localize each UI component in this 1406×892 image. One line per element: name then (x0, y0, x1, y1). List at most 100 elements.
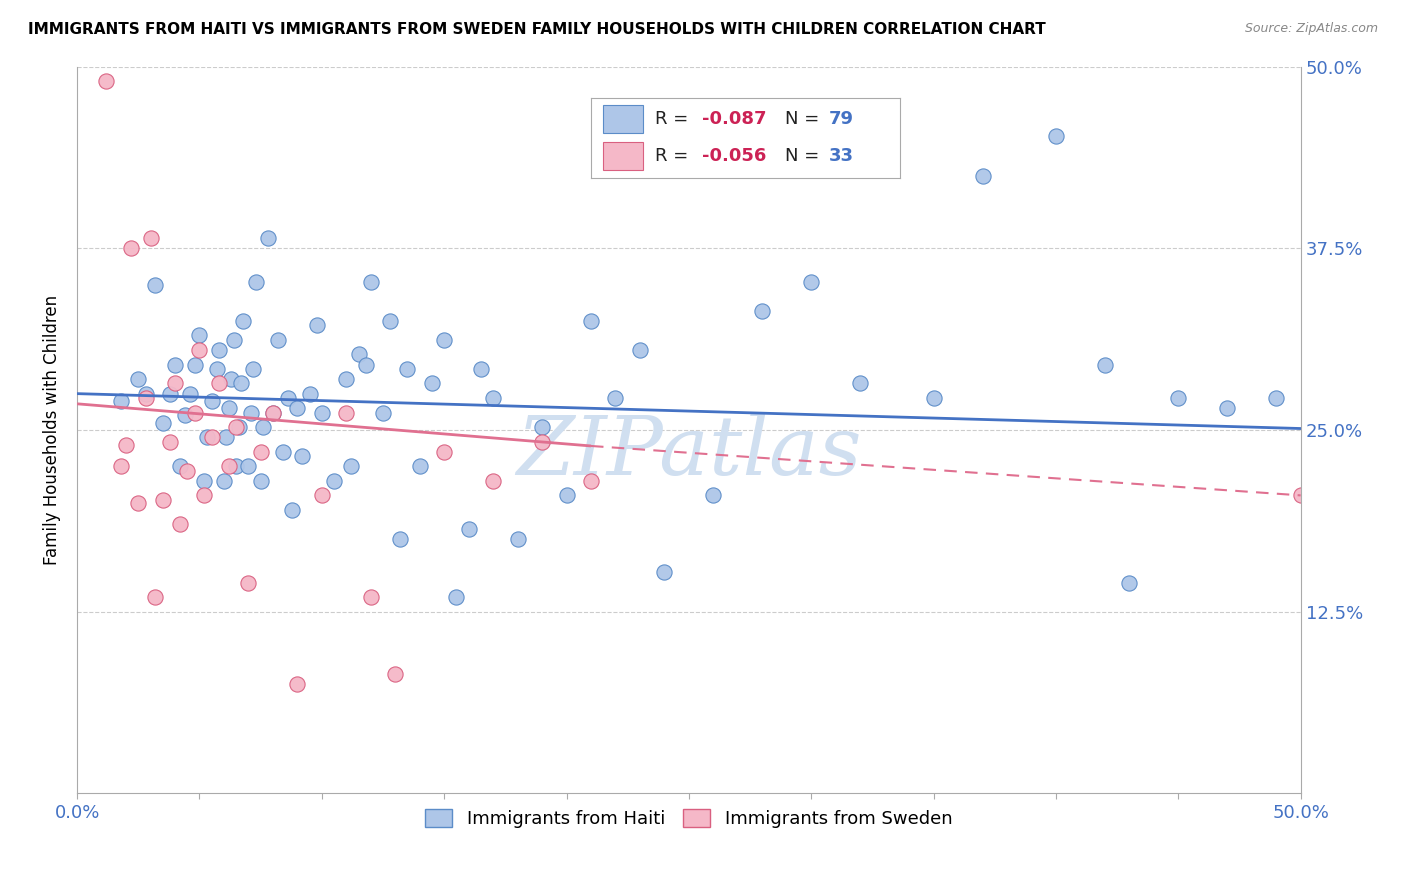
Point (360, 275, 382, 289)
Point (340, 459, 363, 474)
Point (257, 231, 280, 245)
Text: IMMIGRANTS FROM HAITI VS IMMIGRANTS FROM SWEDEN FAMILY HOUSEHOLDS WITH CHILDREN : IMMIGRANTS FROM HAITI VS IMMIGRANTS FROM… (28, 22, 1046, 37)
Point (159, 386, 181, 401)
Point (238, 575, 260, 590)
Point (139, 231, 162, 245)
Point (335, 372, 357, 386)
Point (371, 405, 394, 419)
Point (245, 275, 267, 289)
Text: N =: N = (786, 110, 825, 128)
Point (972, 169, 994, 183)
Point (531, 420, 554, 434)
FancyBboxPatch shape (603, 142, 643, 170)
Point (849, 376, 872, 391)
Point (212, 474, 235, 488)
Point (420, 376, 443, 391)
Text: -0.087: -0.087 (702, 110, 766, 128)
Point (457, 522, 479, 536)
Point (433, 444, 456, 458)
Point (389, 532, 412, 546)
Point (218, 401, 240, 416)
Point (323, 474, 346, 488)
Point (1094, 358, 1116, 372)
Point (384, 667, 406, 681)
Point (163, 376, 186, 391)
FancyBboxPatch shape (603, 104, 643, 133)
Point (605, 391, 627, 405)
Point (193, 474, 215, 488)
Point (239, 405, 262, 419)
Point (506, 532, 529, 546)
Point (305, 318, 328, 333)
Point (229, 376, 252, 391)
Point (152, 492, 174, 507)
Point (277, 391, 299, 405)
Point (169, 517, 191, 532)
Point (433, 333, 456, 347)
Point (201, 393, 224, 408)
Point (267, 333, 290, 347)
Point (228, 420, 250, 434)
Point (482, 474, 505, 488)
Point (262, 405, 284, 419)
Point (215, 430, 238, 444)
Point (470, 362, 492, 376)
Point (360, 590, 382, 604)
Point (205, 362, 228, 376)
Point (238, 459, 260, 474)
Point (183, 405, 205, 419)
Text: -0.056: -0.056 (702, 147, 766, 165)
Point (120, 241, 142, 255)
Point (380, 314, 402, 328)
Point (922, 391, 945, 405)
Point (145, 277, 167, 292)
Point (354, 358, 377, 372)
Point (208, 343, 231, 357)
Point (1216, 401, 1239, 416)
Point (176, 464, 198, 478)
Point (482, 391, 505, 405)
Point (110, 459, 132, 474)
Point (800, 275, 823, 289)
Point (127, 496, 149, 510)
Point (579, 474, 602, 488)
Point (188, 328, 211, 343)
Y-axis label: Family Households with Children: Family Households with Children (44, 295, 60, 565)
Point (242, 362, 264, 376)
Point (188, 343, 211, 357)
Point (262, 405, 284, 419)
Point (281, 503, 304, 517)
Text: R =: R = (655, 147, 695, 165)
Point (579, 314, 602, 328)
Point (249, 474, 271, 488)
Point (179, 386, 201, 401)
Point (252, 420, 274, 434)
Point (225, 420, 247, 434)
Text: 33: 33 (828, 147, 853, 165)
Point (193, 488, 215, 502)
Point (219, 372, 242, 386)
Text: R =: R = (655, 110, 695, 128)
Text: 79: 79 (828, 110, 853, 128)
Point (285, 401, 308, 416)
Point (232, 314, 254, 328)
Point (1265, 391, 1288, 405)
Point (135, 391, 157, 405)
Point (396, 362, 419, 376)
Point (1045, 129, 1067, 144)
Point (271, 444, 294, 458)
Point (347, 347, 370, 361)
Point (195, 430, 218, 444)
Point (1167, 391, 1189, 405)
Point (152, 416, 174, 430)
Point (169, 459, 191, 474)
Point (159, 434, 181, 449)
Point (751, 303, 773, 318)
Point (285, 677, 308, 691)
Point (335, 405, 357, 419)
Point (222, 333, 245, 347)
Point (555, 488, 578, 502)
Point (163, 358, 186, 372)
Point (127, 372, 149, 386)
Text: ZIPatlas: ZIPatlas (516, 412, 862, 491)
